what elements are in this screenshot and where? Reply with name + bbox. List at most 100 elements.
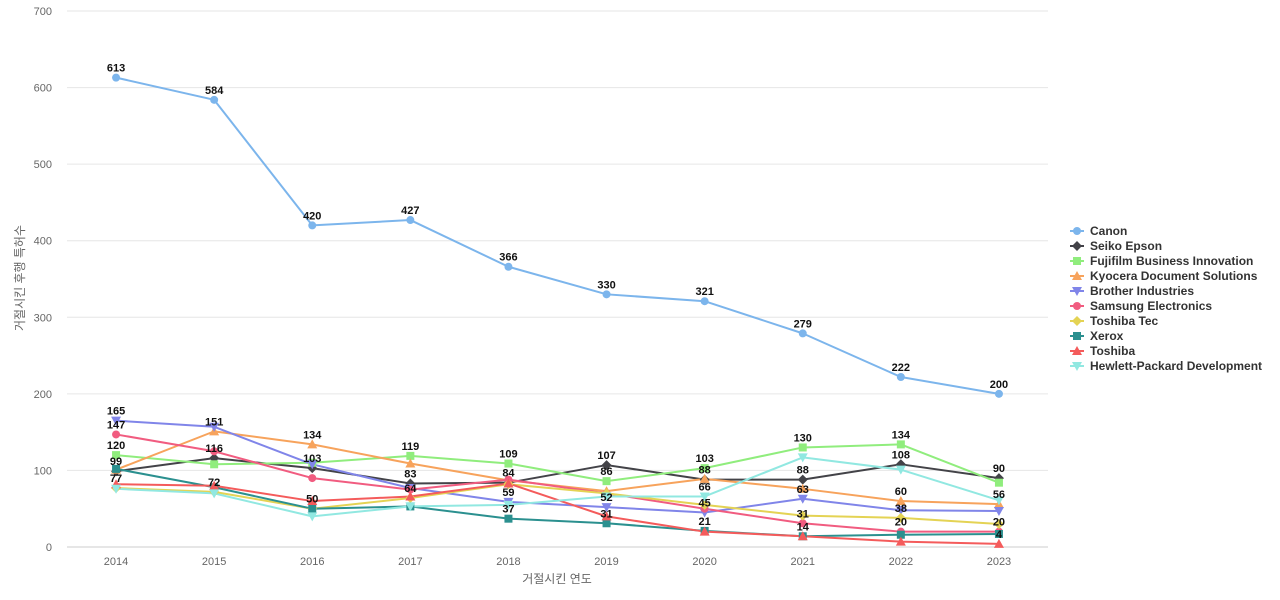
- series-line: [115, 467, 999, 538]
- data-point: [111, 484, 122, 494]
- data-point: [797, 483, 808, 493]
- legend-item[interactable]: Toshiba Tec: [1070, 314, 1159, 328]
- legend-label: Kyocera Document Solutions: [1090, 269, 1258, 283]
- legend-marker: [1072, 362, 1082, 371]
- y-axis-title: 거절시킨 후행 특허수: [12, 225, 27, 331]
- data-point: [994, 389, 1003, 398]
- data-label: 4: [996, 529, 1003, 541]
- data-label: 14: [797, 521, 810, 533]
- y-tick-label: 400: [34, 236, 52, 248]
- legend-marker: [1072, 316, 1082, 326]
- data-point: [308, 221, 317, 230]
- data-label: 38: [895, 503, 907, 515]
- data-point: [994, 529, 1003, 538]
- legend-item[interactable]: Hewlett-Packard Development: [1070, 359, 1262, 373]
- data-point: [602, 290, 611, 299]
- data-label: 103: [695, 453, 713, 465]
- data-label: 366: [499, 252, 517, 264]
- x-tick-label: 2023: [987, 556, 1011, 568]
- legend-marker: [1073, 332, 1081, 340]
- data-point: [503, 500, 514, 510]
- data-point: [405, 458, 416, 468]
- data-point: [601, 503, 612, 513]
- legend-marker: [1072, 287, 1082, 296]
- data-label: 86: [600, 466, 612, 478]
- legend-label: Brother Industries: [1090, 284, 1194, 298]
- data-label: 584: [205, 85, 224, 97]
- data-label: 72: [208, 477, 220, 489]
- data-label: 108: [892, 449, 910, 461]
- data-point: [699, 473, 710, 483]
- data-point: [797, 453, 808, 463]
- legend-item[interactable]: Canon: [1070, 224, 1127, 238]
- legend-item[interactable]: Brother Industries: [1070, 284, 1194, 298]
- data-point: [601, 492, 612, 502]
- data-label: 420: [303, 210, 321, 222]
- data-point: [601, 511, 612, 521]
- data-point: [699, 492, 710, 502]
- data-point: [895, 496, 906, 506]
- data-point: [797, 510, 808, 521]
- legend-label: Hewlett-Packard Development: [1090, 359, 1262, 373]
- data-point: [405, 491, 416, 501]
- data-point: [895, 536, 906, 546]
- x-tick-label: 2017: [398, 556, 422, 568]
- x-axis-ticks: 2014 2015 2016 2017 2018 2019 2020 2021 2022 2023: [104, 556, 1011, 568]
- legend-marker: [1072, 271, 1082, 280]
- data-label: 88: [797, 465, 809, 477]
- legend-label: Samsung Electronics: [1090, 299, 1212, 313]
- data-point: [797, 474, 808, 485]
- data-label: 56: [993, 489, 1005, 501]
- x-tick-label: 2015: [202, 556, 226, 568]
- data-point: [210, 447, 219, 456]
- data-point: [699, 526, 710, 536]
- y-tick-label: 500: [34, 159, 52, 171]
- legend-label: Seiko Epson: [1090, 239, 1162, 253]
- data-point: [504, 459, 513, 468]
- data-label: 613: [107, 63, 125, 75]
- data-point: [112, 430, 121, 439]
- data-point: [112, 464, 121, 473]
- data-label: 66: [699, 481, 711, 493]
- data-label: 321: [695, 286, 713, 298]
- data-point: [504, 514, 513, 523]
- data-point: [895, 506, 906, 516]
- data-label: 99: [110, 456, 122, 468]
- data-label: 52: [600, 492, 612, 504]
- data-label: 165: [107, 406, 125, 418]
- legend-item[interactable]: Kyocera Document Solutions: [1070, 269, 1258, 283]
- data-point: [798, 519, 807, 528]
- legend-item[interactable]: Xerox: [1070, 329, 1124, 343]
- data-label: 31: [600, 508, 612, 520]
- data-point: [503, 478, 514, 488]
- data-label: 427: [401, 205, 419, 217]
- data-point: [895, 512, 906, 523]
- data-label: 151: [205, 416, 223, 428]
- data-label: 83: [404, 468, 416, 480]
- series-line: [115, 76, 1000, 395]
- y-tick-label: 0: [46, 542, 52, 554]
- legend-marker: [1072, 241, 1082, 251]
- data-label: 50: [306, 494, 318, 506]
- data-label: 84: [502, 468, 515, 480]
- data-point: [798, 329, 807, 338]
- legend-label: Toshiba: [1090, 344, 1135, 358]
- data-point: [308, 474, 317, 483]
- data-point: [896, 440, 905, 449]
- legend-item[interactable]: Fujifilm Business Innovation: [1070, 254, 1253, 268]
- legend-item[interactable]: Seiko Epson: [1070, 239, 1162, 253]
- legend-item[interactable]: Toshiba: [1070, 344, 1135, 358]
- data-label: 222: [892, 362, 910, 374]
- data-label: 200: [990, 379, 1008, 391]
- y-tick-label: 300: [34, 312, 52, 324]
- data-label: 20: [895, 517, 907, 529]
- series-line: [115, 430, 999, 506]
- data-label: 21: [699, 516, 711, 528]
- x-tick-label: 2022: [889, 556, 913, 568]
- y-tick-label: 700: [34, 6, 52, 18]
- legend-item[interactable]: Samsung Electronics: [1070, 299, 1212, 313]
- data-point: [798, 443, 807, 452]
